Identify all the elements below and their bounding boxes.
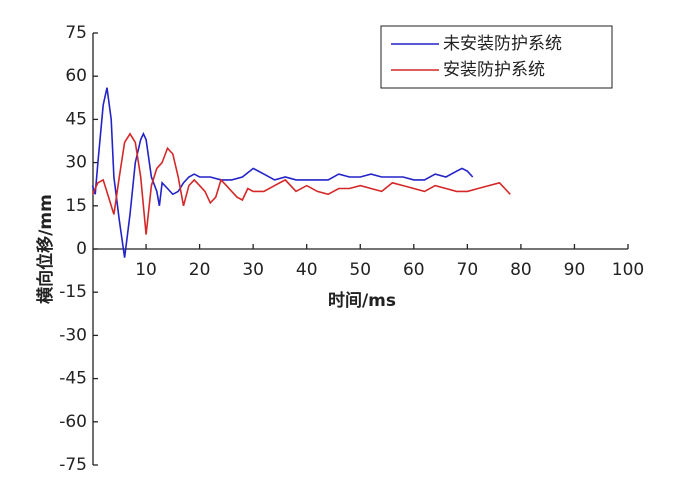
x-tick-label: 10	[135, 260, 157, 280]
legend-label: 安装防护系统	[443, 60, 545, 80]
legend-label: 未安装防护系统	[443, 34, 562, 54]
y-tick-label: 60	[65, 66, 87, 86]
x-axis-label: 时间/ms	[328, 290, 396, 311]
y-tick-label: 30	[65, 153, 87, 173]
x-tick-label: 80	[510, 260, 532, 280]
x-tick-label: 40	[296, 260, 318, 280]
x-tick-label: 100	[612, 260, 644, 280]
series-line	[91, 87, 474, 258]
y-tick-label: -60	[59, 412, 87, 432]
x-tick-label: 60	[403, 260, 425, 280]
y-tick-label: 45	[65, 109, 87, 129]
y-tick-label: 75	[65, 23, 87, 43]
y-tick-label: 0	[76, 239, 87, 259]
series-line	[91, 132, 511, 235]
y-axis-label: 横向位移/mm	[35, 194, 56, 304]
x-tick-label: 70	[457, 260, 479, 280]
y-tick-label: -15	[59, 282, 87, 302]
y-tick-label: -75	[59, 455, 87, 475]
y-tick-label: -30	[59, 325, 87, 345]
x-tick-label: 30	[242, 260, 264, 280]
y-tick-label: 15	[65, 196, 87, 216]
x-tick-label: 20	[189, 260, 211, 280]
y-tick-label: -45	[59, 369, 87, 389]
legend-box	[380, 25, 613, 89]
x-tick-label: 90	[564, 260, 586, 280]
x-tick-label: 50	[349, 260, 371, 280]
